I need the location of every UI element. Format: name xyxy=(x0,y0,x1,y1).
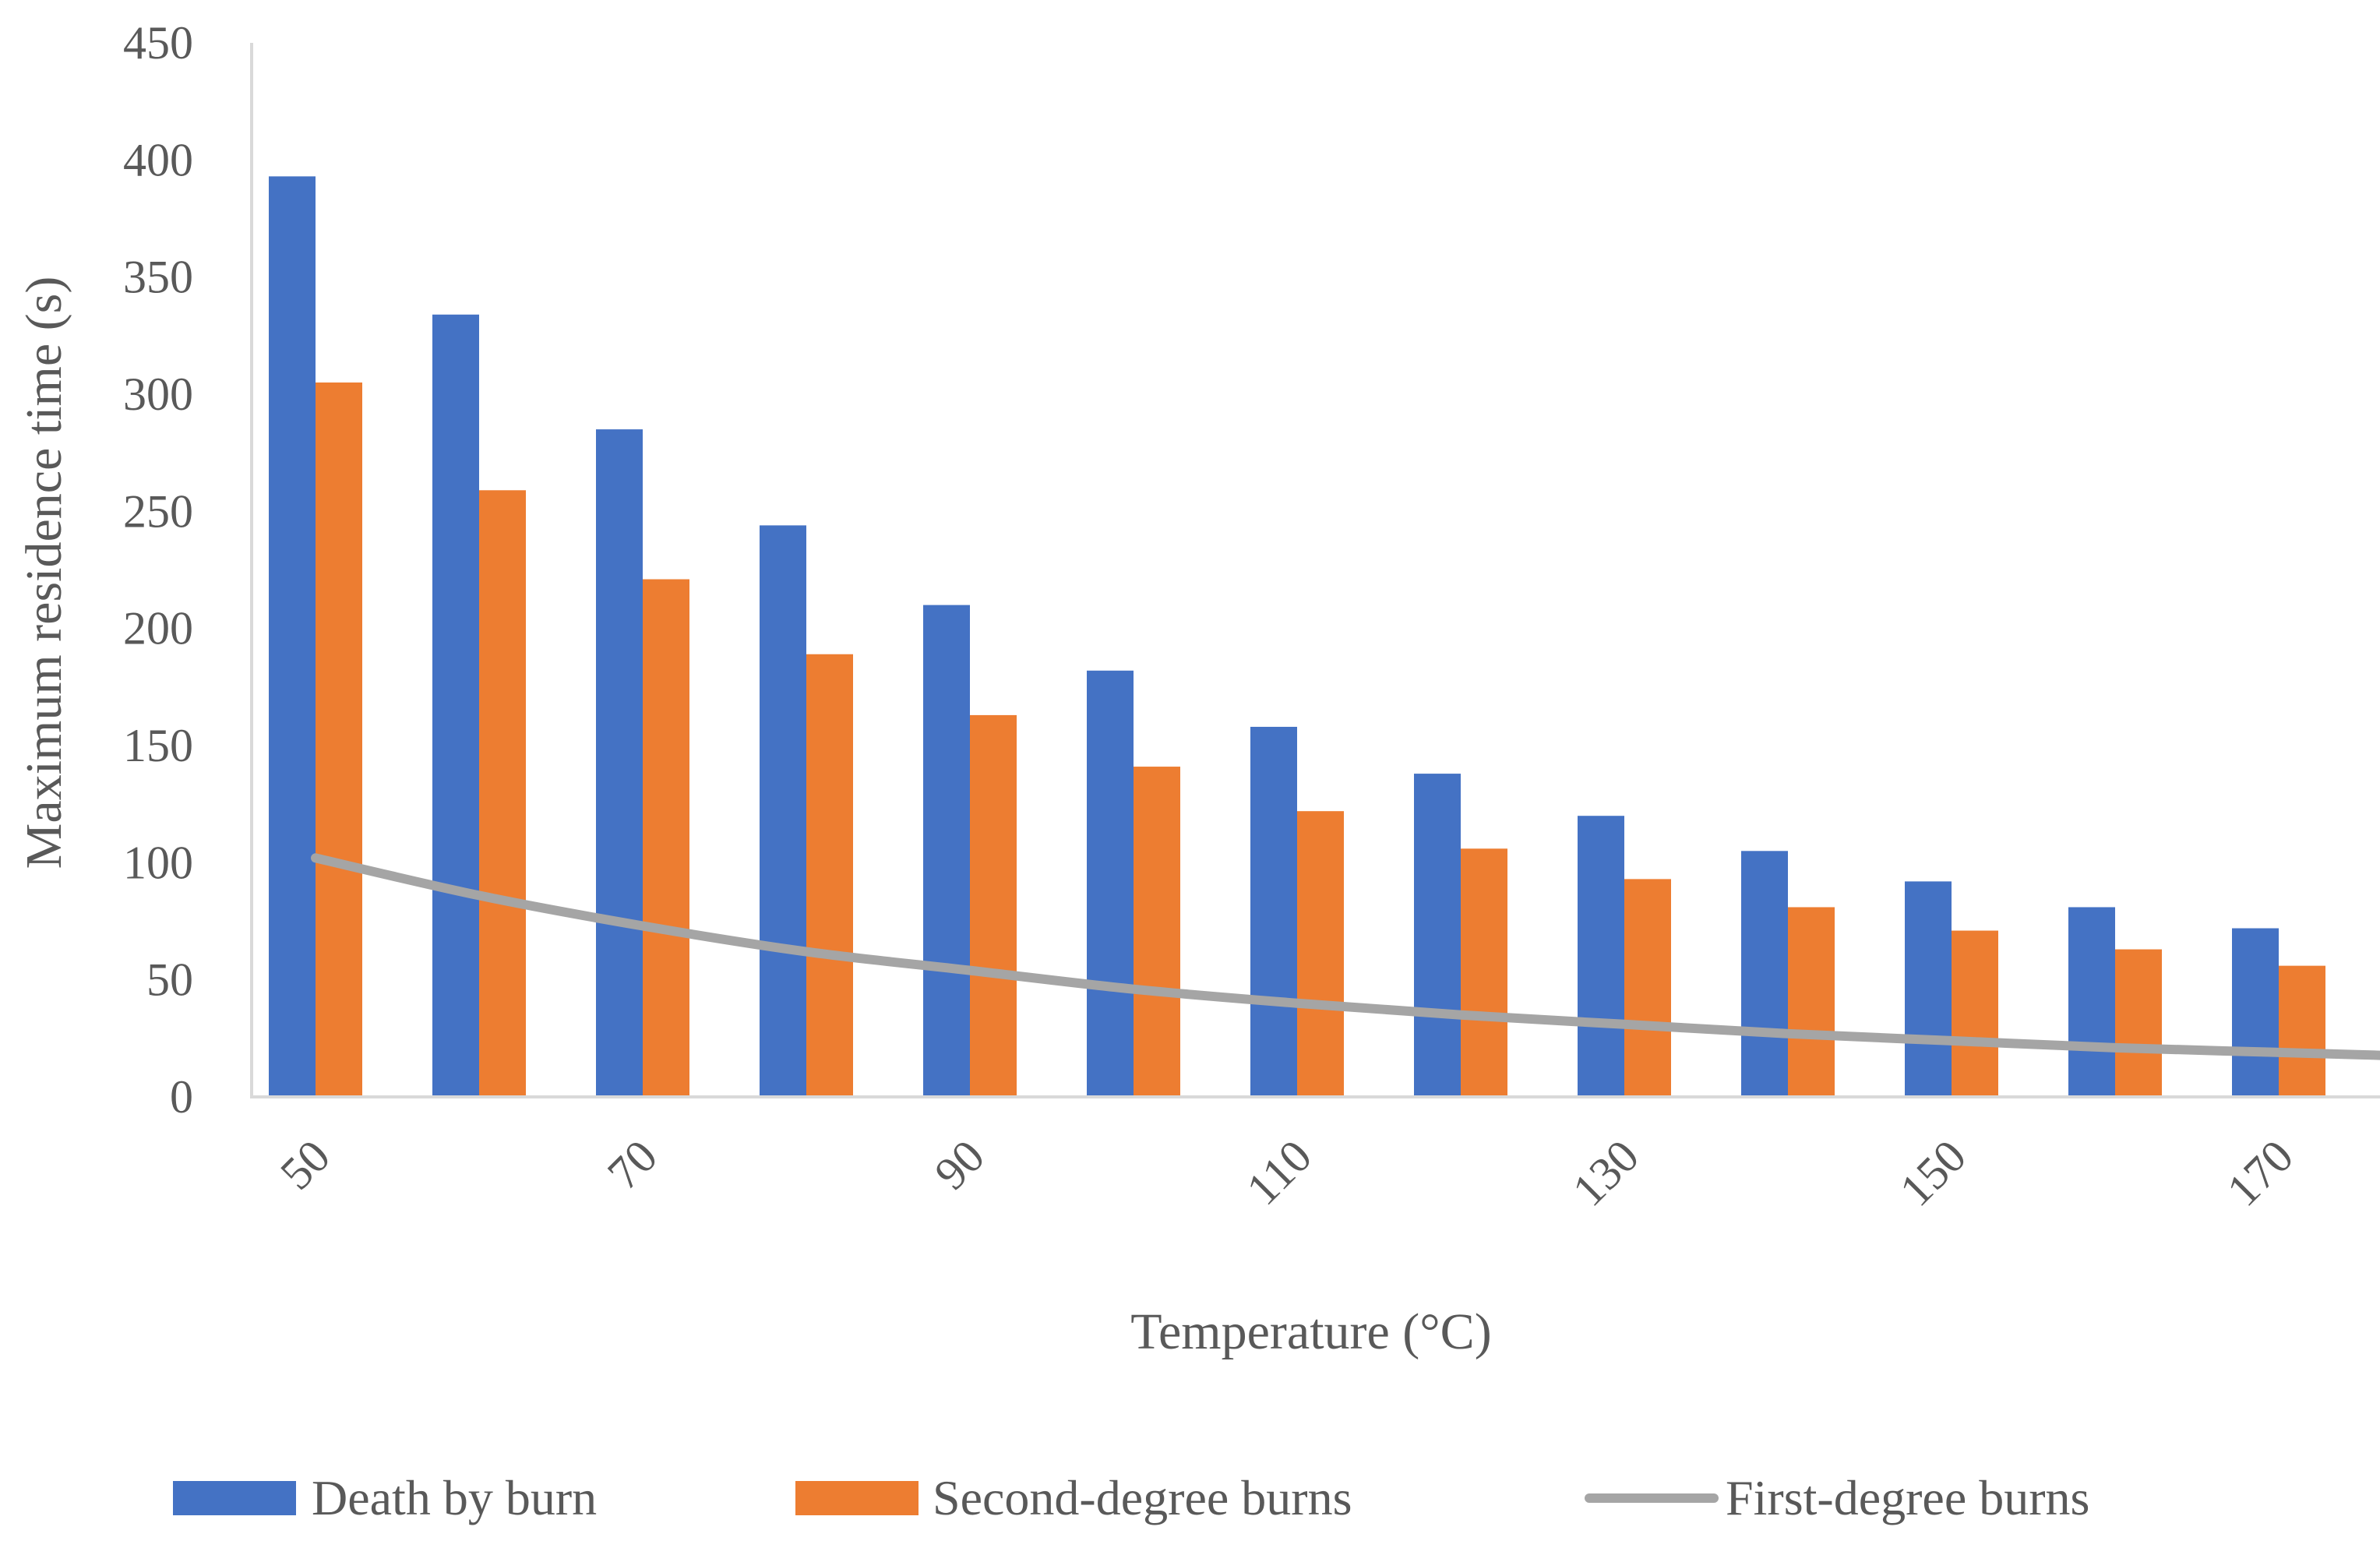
bar-death-by-burn xyxy=(1250,726,1297,1097)
bar-death-by-burn xyxy=(596,429,643,1097)
y-tick-label: 450 xyxy=(123,17,193,69)
x-tick-labels: 507090110130150170190210230250270290 xyxy=(270,1130,2303,1216)
y-tick-label: 300 xyxy=(123,368,193,420)
line-first-degree-burns xyxy=(311,853,2380,1060)
legend-label: First-degree burns xyxy=(1726,1470,2089,1525)
x-tick-label: 110 xyxy=(1236,1130,1321,1215)
series-first-degree-burns xyxy=(311,853,2380,1060)
bar-death-by-burn xyxy=(1905,881,1952,1097)
y-tick-labels: 0 50 100 150 200 250 300 350 400 450 xyxy=(123,17,193,1123)
bar-second-degree-burns xyxy=(2115,949,2162,1097)
bar-death-by-burn xyxy=(1087,670,1134,1097)
legend-item: First-degree burns xyxy=(1585,1470,2089,1525)
legend: Death by burn Second-degree burns First-de… xyxy=(173,1470,2089,1525)
series-death-by-burn xyxy=(269,176,2279,1098)
x-tick-label: 130 xyxy=(1563,1130,1648,1216)
bar-second-degree-burns xyxy=(1624,879,1671,1097)
y-tick-label: 100 xyxy=(123,837,193,888)
bar-death-by-burn xyxy=(923,605,970,1097)
x-tick-label: 150 xyxy=(1890,1130,1976,1216)
legend-label: Second-degree burns xyxy=(933,1470,1352,1525)
y-tick-label: 250 xyxy=(123,485,193,537)
y-tick-label: 0 xyxy=(170,1071,193,1123)
bar-death-by-burn xyxy=(2232,928,2279,1097)
bar-death-by-burn xyxy=(432,314,479,1098)
bar-second-degree-burns xyxy=(806,654,853,1097)
bar-second-degree-burns xyxy=(970,714,1017,1097)
bar-death-by-burn xyxy=(1414,774,1461,1097)
bar-second-degree-burns xyxy=(1134,767,1180,1097)
series-second-degree-burns xyxy=(316,382,2325,1097)
bar-death-by-burn xyxy=(760,525,806,1097)
bar-second-degree-burns xyxy=(1952,930,1998,1097)
y-tick-label: 150 xyxy=(123,720,193,771)
bar-second-degree-burns xyxy=(316,382,362,1097)
bar-second-degree-burns xyxy=(2279,965,2325,1097)
y-tick-label: 350 xyxy=(123,252,193,303)
legend-swatch xyxy=(795,1481,919,1515)
x-axis-title: Temperature (°C) xyxy=(1130,1303,1491,1360)
x-tick-label: 70 xyxy=(598,1130,667,1200)
bar-death-by-burn xyxy=(269,176,316,1097)
y-tick-label: 400 xyxy=(123,134,193,185)
x-tick-label: 170 xyxy=(2217,1130,2303,1216)
bar-second-degree-burns xyxy=(1297,811,1344,1097)
y-axis-title: Maximum residence time (s) xyxy=(16,277,72,869)
bar-death-by-burn xyxy=(1578,816,1624,1097)
x-tick-label: 90 xyxy=(925,1130,994,1200)
y-tick-label: 200 xyxy=(123,603,193,654)
bar-death-by-burn xyxy=(1741,851,1788,1097)
legend-item: Second-degree burns xyxy=(795,1470,1352,1525)
bar-second-degree-burns xyxy=(479,490,526,1097)
bar-death-by-burn xyxy=(2068,907,2115,1097)
x-tick-label: 50 xyxy=(270,1130,340,1200)
legend-item: Death by burn xyxy=(173,1470,597,1525)
legend-label: Death by burn xyxy=(312,1470,597,1525)
legend-swatch xyxy=(173,1481,296,1515)
bar-second-degree-burns xyxy=(1788,907,1835,1097)
bar-second-degree-burns xyxy=(643,579,689,1097)
y-tick-label: 50 xyxy=(146,954,193,1006)
bar-second-degree-burns xyxy=(1461,848,1507,1097)
